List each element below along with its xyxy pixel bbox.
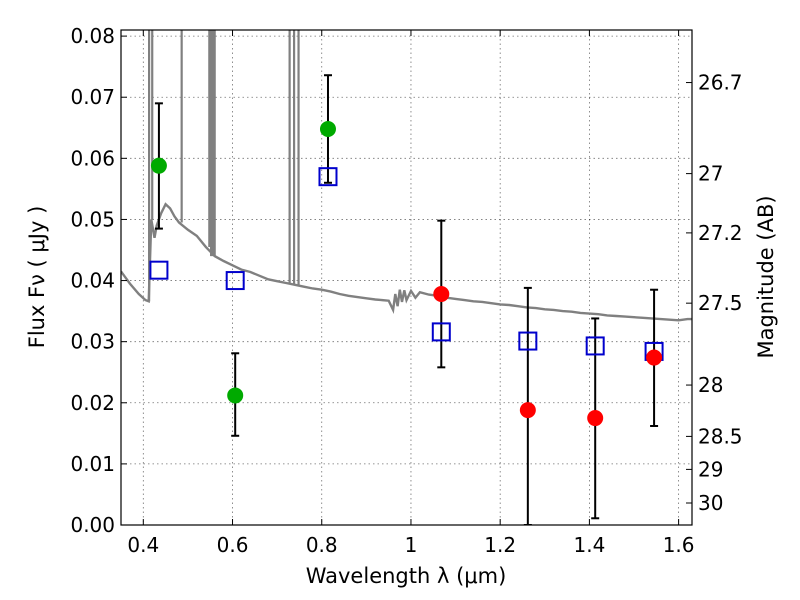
y-tick-label: 0.01	[70, 452, 115, 476]
red-point	[646, 349, 663, 366]
model-square	[225, 271, 245, 291]
right-tick-label: 29	[698, 457, 723, 481]
model-square	[585, 336, 605, 356]
right-tick-label: 27	[698, 162, 723, 186]
right-tick-label: 28.5	[698, 424, 743, 448]
x-tick-label: 1.2	[484, 533, 516, 557]
y-tick-label: 0.00	[70, 513, 115, 537]
right-tick-label: 26.7	[698, 71, 743, 95]
green-point	[227, 387, 244, 404]
model-square	[318, 167, 338, 187]
green-point	[150, 157, 167, 174]
right-tick-label: 27.2	[698, 221, 743, 245]
y-tick-label: 0.03	[70, 330, 115, 354]
model-square	[149, 260, 169, 280]
model-spectrum	[121, 30, 692, 322]
x-tick-label: 1.6	[663, 533, 695, 557]
x-tick-label: 1.4	[573, 533, 605, 557]
plot-frame	[120, 29, 693, 526]
y-tick-label: 0.08	[70, 24, 115, 48]
red-point	[433, 286, 450, 302]
green-point	[319, 121, 336, 137]
axis-ticks: 0.4 0.6 0.8 1 1.2 1.4 1.6 0.00 0.01 0.02 0.03 0.04 0…	[70, 24, 742, 557]
y-axis-label-right: Magnitude (AB)	[754, 195, 778, 358]
right-tick-label: 30	[698, 491, 723, 515]
x-tick-label: 0.6	[217, 533, 249, 557]
x-tick-label: 1	[405, 533, 418, 557]
y-tick-label: 0.02	[70, 391, 115, 415]
y-tick-label: 0.07	[70, 85, 115, 109]
y-tick-label: 0.05	[70, 207, 115, 231]
model-square	[518, 331, 538, 351]
model-square	[431, 322, 451, 342]
y-tick-label: 0.06	[70, 146, 115, 170]
right-tick-label: 28	[698, 373, 723, 397]
spectrum-line	[121, 202, 692, 322]
red-point	[519, 402, 536, 419]
y-axis-label-left: Flux Fν ( μJy )	[25, 206, 49, 349]
grid	[121, 30, 692, 526]
x-tick-label: 0.4	[127, 533, 159, 557]
x-axis-label: Wavelength λ (μm)	[306, 564, 507, 588]
right-tick-label: 27.5	[698, 291, 743, 315]
y-tick-label: 0.04	[70, 269, 115, 293]
x-tick-label: 0.8	[306, 533, 338, 557]
data-markers	[149, 121, 664, 427]
red-point	[587, 410, 604, 427]
